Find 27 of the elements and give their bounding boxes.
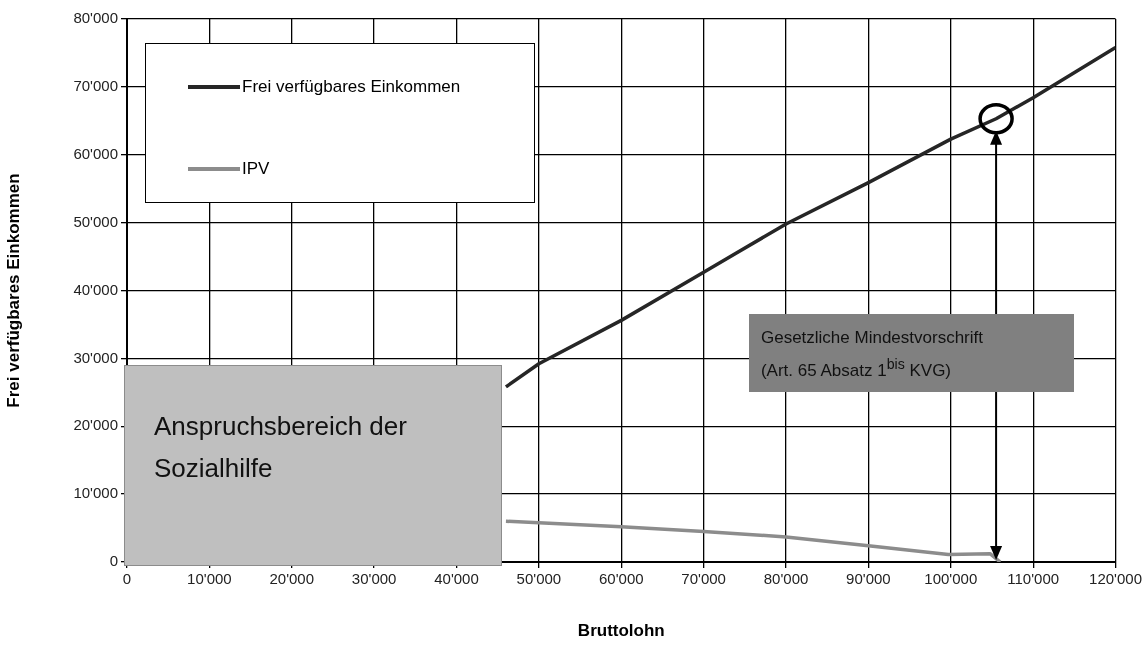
x-tick-label: 30'000 xyxy=(351,570,397,588)
y-tick-label: 20'000 xyxy=(73,416,118,434)
x-tick-label: 10'000 xyxy=(187,570,232,588)
x-tick-label: 40'000 xyxy=(434,570,479,588)
x-tick-label: 90'000 xyxy=(846,570,891,588)
x-axis-title: Bruttolohn xyxy=(577,621,665,641)
x-tick-label: 120'000 xyxy=(1089,570,1142,588)
x-tick-label: 80'000 xyxy=(763,570,809,588)
x-tick-label: 0 xyxy=(122,570,132,588)
legend-label: IPV xyxy=(242,158,270,179)
x-tick-label: 60'000 xyxy=(598,570,644,588)
x-tick-label: 70'000 xyxy=(681,570,726,588)
x-tick-label: 50'000 xyxy=(516,570,562,588)
x-tick-label: 20'000 xyxy=(269,570,315,588)
x-tick-label: 110'000 xyxy=(1007,570,1060,588)
y-tick-label: 70'000 xyxy=(73,77,118,95)
y-tick-label: 10'000 xyxy=(73,484,118,502)
x-tick-label: 100'000 xyxy=(924,570,978,588)
y-tick-label: 40'000 xyxy=(73,280,118,298)
y-tick-label: 50'000 xyxy=(73,212,118,230)
y-tick-label: 30'000 xyxy=(73,348,118,366)
y-axis-title: Frei verfügbares Einkommen xyxy=(3,173,23,408)
y-tick-label: 80'000 xyxy=(73,9,118,27)
y-tick-label: 0 xyxy=(109,552,118,570)
y-tick-label: 60'000 xyxy=(73,144,118,162)
annotation: Gesetzliche Mindestvorschrift (Art. 65 Absatz 1$^{bis}$ KVG) xyxy=(760,327,984,382)
legend-label: Frei verfügbares Einkommen xyxy=(242,76,461,97)
